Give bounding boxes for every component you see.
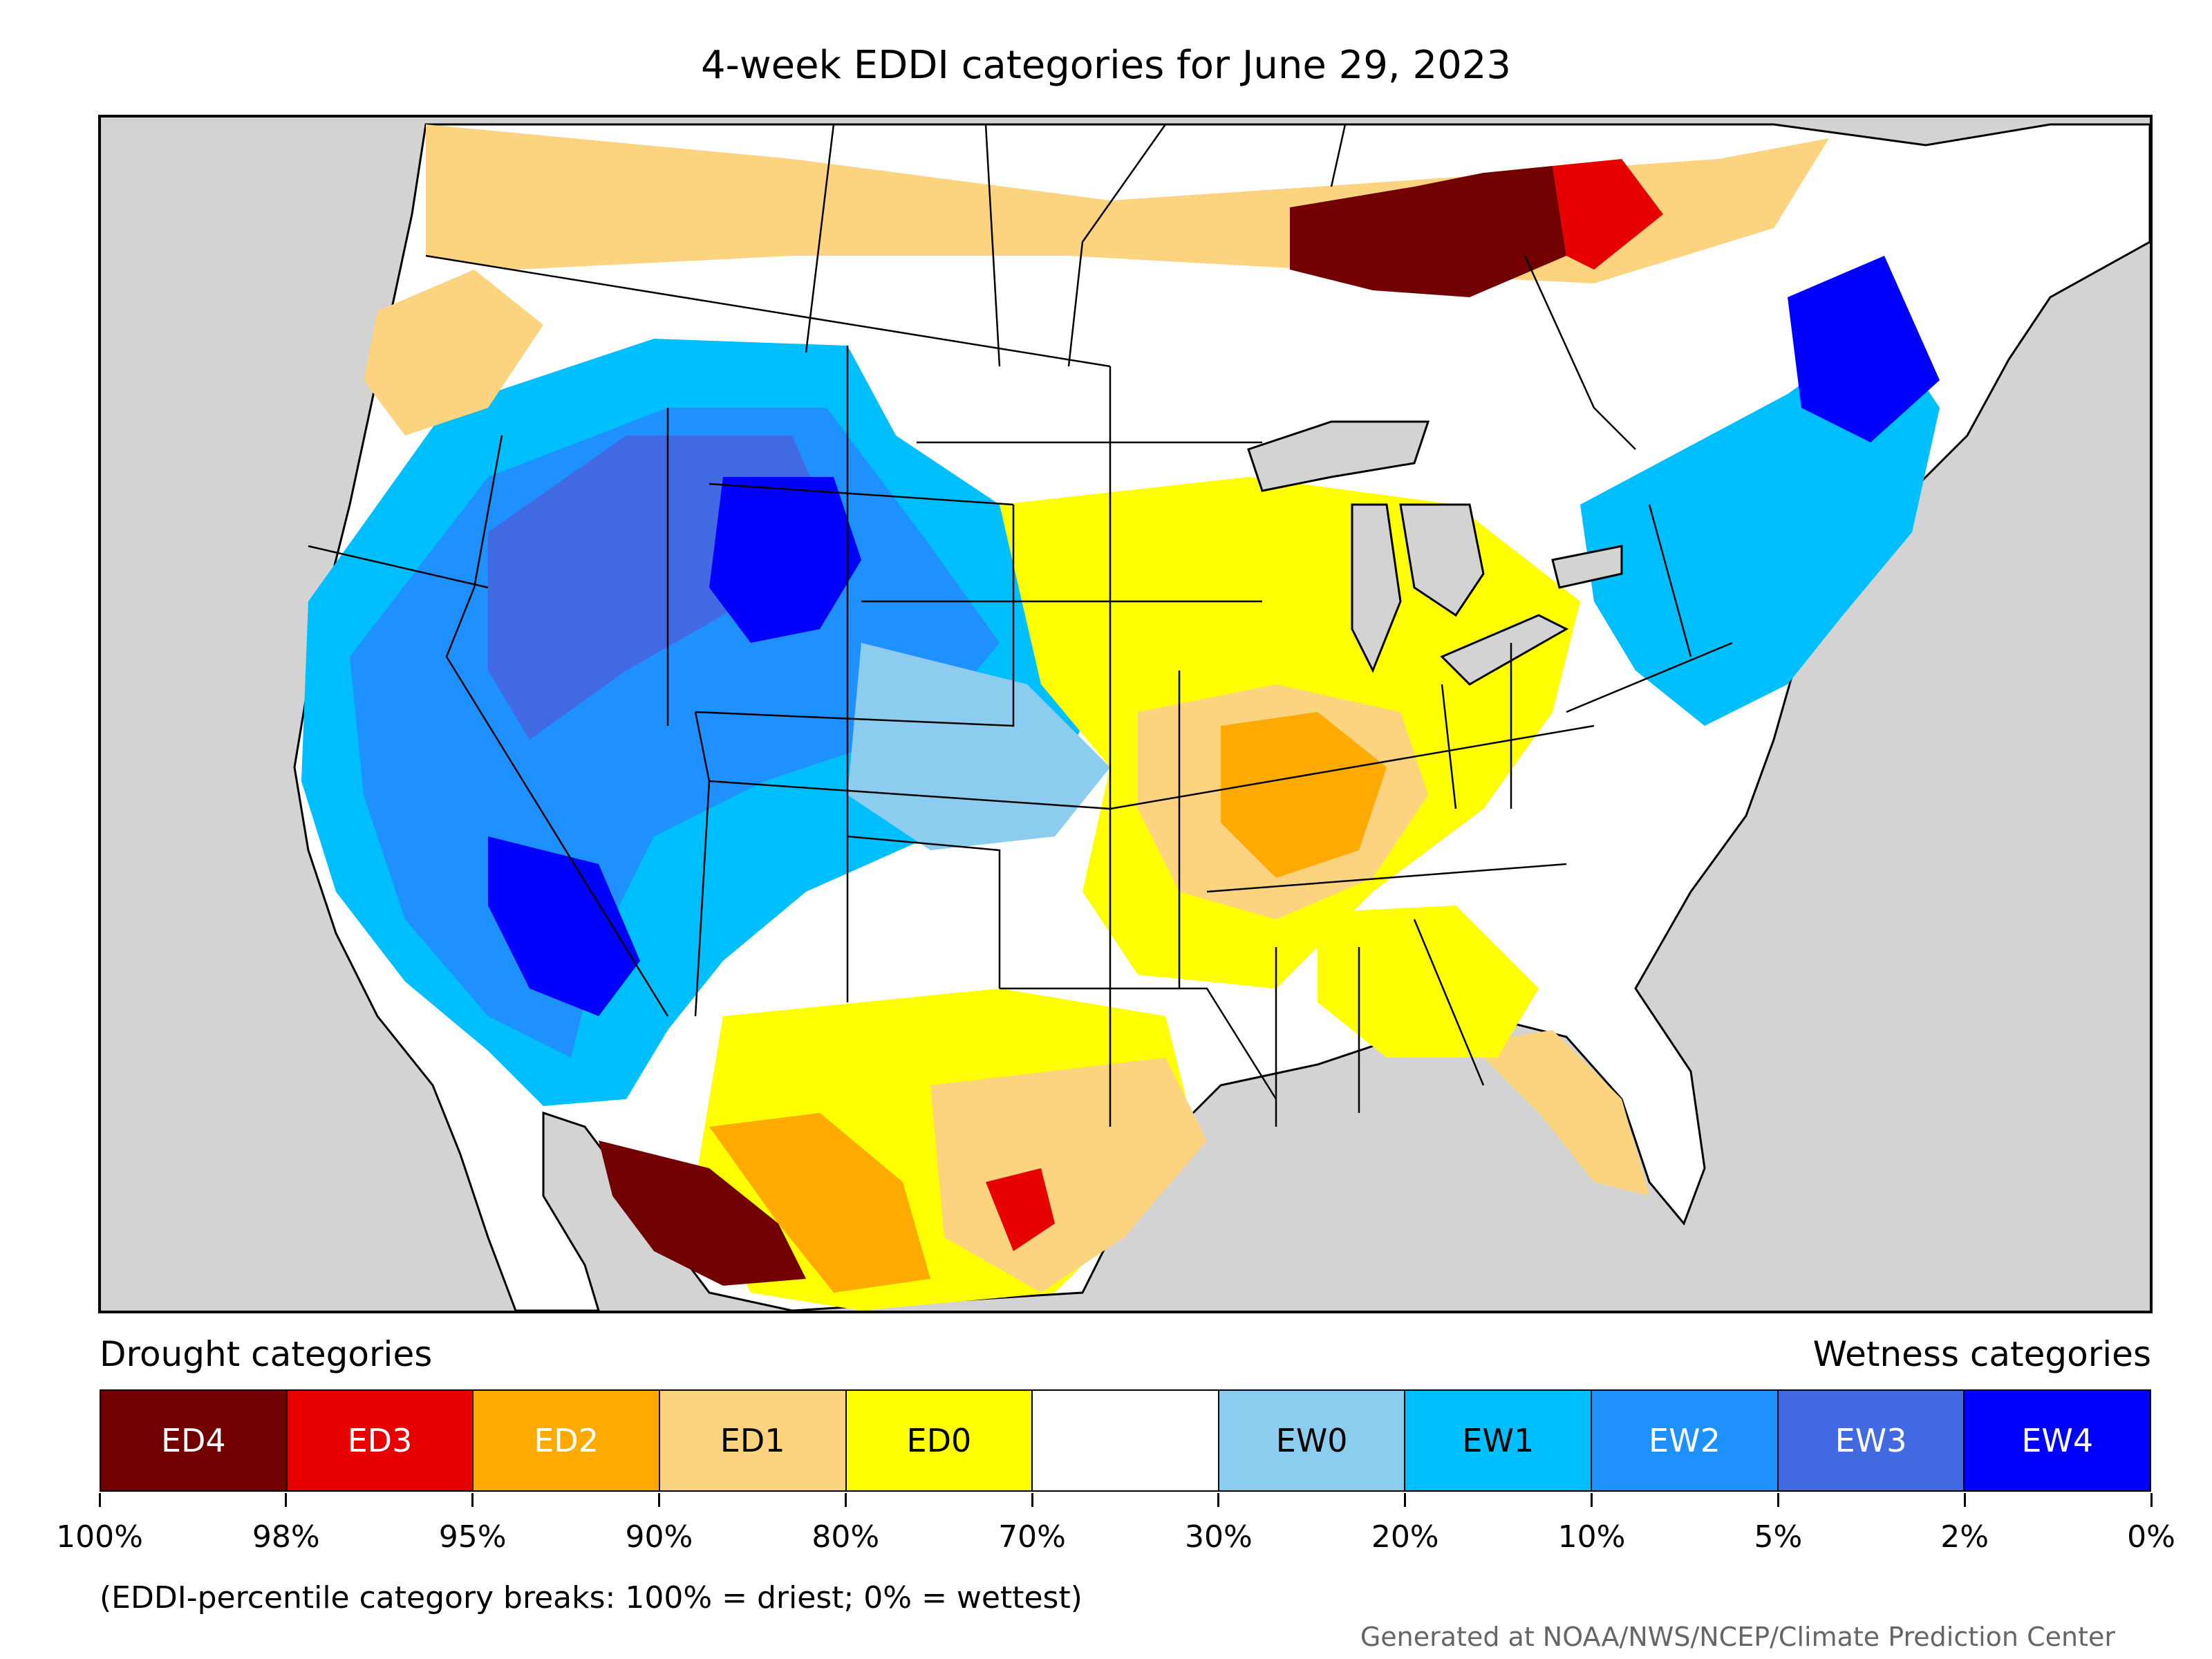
- colorbar-cell-ed0: ED0: [846, 1391, 1033, 1490]
- colorbar-tick-label: 80%: [812, 1519, 880, 1555]
- colorbar-cell-ed4: ED4: [101, 1391, 288, 1490]
- colorbar-cell-ew4: EW4: [1965, 1391, 2150, 1490]
- source-credit: Generated at NOAA/NWS/NCEP/Climate Predi…: [1360, 1622, 2115, 1652]
- lake-michigan: [1351, 503, 1402, 673]
- drought-categories-heading: Drought categories: [100, 1334, 433, 1374]
- colorbar-tick: [1963, 1493, 1966, 1507]
- ed4-mexico: [599, 1141, 806, 1286]
- ed1-texas-gulf: [930, 1058, 1207, 1293]
- colorbar-tick-label: 20%: [1371, 1519, 1439, 1555]
- ed3-texas-coast: [986, 1168, 1055, 1251]
- colorbar-tick: [1777, 1493, 1779, 1507]
- eddi-map: [98, 115, 2153, 1313]
- ed1-pacific-northwest: [364, 270, 543, 435]
- colorbar-tick-label: 100%: [56, 1519, 143, 1555]
- lake-erie: [1440, 614, 1569, 686]
- category-colorbar: ED4 ED3 ED2 ED1 ED0 EW0 EW1 EW2 EW3 EW4: [100, 1389, 2151, 1492]
- colorbar-tick-label: 98%: [252, 1519, 320, 1555]
- colorbar-tick: [471, 1493, 474, 1507]
- colorbar-tick-label: 10%: [1557, 1519, 1626, 1555]
- ew4-wyoming: [709, 477, 861, 643]
- colorbar-tick-label: 95%: [438, 1519, 507, 1555]
- great-lakes: [1247, 420, 1623, 686]
- colorbar-tick-label: 30%: [1185, 1519, 1253, 1555]
- colorbar-tick: [98, 1493, 101, 1507]
- colorbar-cell-ed1: ED1: [659, 1391, 847, 1490]
- colorbar-cell-ed2: ED2: [474, 1391, 660, 1490]
- colorbar-tick: [2150, 1493, 2153, 1507]
- colorbar-tick: [1217, 1493, 1220, 1507]
- colorbar-cell-normal: [1033, 1391, 1219, 1490]
- colorbar-cell-ew3: EW3: [1778, 1391, 1965, 1490]
- colorbar-tick: [1591, 1493, 1593, 1507]
- colorbar-cell-ew1: EW1: [1405, 1391, 1593, 1490]
- ew4-maine: [1788, 256, 1940, 442]
- colorbar-tick: [1404, 1493, 1407, 1507]
- map-canvas: [293, 123, 2150, 1311]
- ed2-illinois: [1221, 712, 1387, 878]
- lake-superior: [1247, 420, 1430, 492]
- colorbar-cell-ew0: EW0: [1219, 1391, 1406, 1490]
- colorbar-cell-ew2: EW2: [1592, 1391, 1779, 1490]
- colorbar-tick: [1031, 1493, 1033, 1507]
- lake-huron: [1399, 503, 1485, 617]
- category-shading: [301, 124, 1940, 1311]
- colorbar-tick: [657, 1493, 660, 1507]
- colorbar-ticks: [98, 1493, 2153, 1507]
- colorbar-tick-label: 90%: [625, 1519, 693, 1555]
- colorbar-tick-label: 0%: [2127, 1519, 2175, 1555]
- map-title: 4-week EDDI categories for June 29, 2023: [701, 43, 1511, 88]
- state-borders: [308, 124, 1733, 1127]
- colorbar-tick-label: 5%: [1754, 1519, 1803, 1555]
- colorbar-cell-ed3: ED3: [287, 1391, 474, 1490]
- colorbar-tick: [285, 1493, 288, 1507]
- ew4-southwest: [488, 836, 640, 1016]
- ew0-plains: [847, 643, 1110, 850]
- colorbar-tick-label: 2%: [1940, 1519, 1989, 1555]
- ed3-ontario-edge: [1553, 159, 1663, 270]
- colorbar-tick: [844, 1493, 847, 1507]
- ed1-southeast: [1470, 1030, 1649, 1196]
- ed2-mexico: [709, 1113, 930, 1293]
- wetness-categories-heading: Wetness categories: [1812, 1334, 2151, 1374]
- category-breaks-note: (EDDI-percentile category breaks: 100% =…: [100, 1580, 1082, 1615]
- colorbar-tick-label: 70%: [998, 1519, 1066, 1555]
- ed0-southeast: [1318, 906, 1539, 1058]
- ed4-ontario: [1290, 166, 1566, 297]
- lake-ontario: [1551, 545, 1623, 589]
